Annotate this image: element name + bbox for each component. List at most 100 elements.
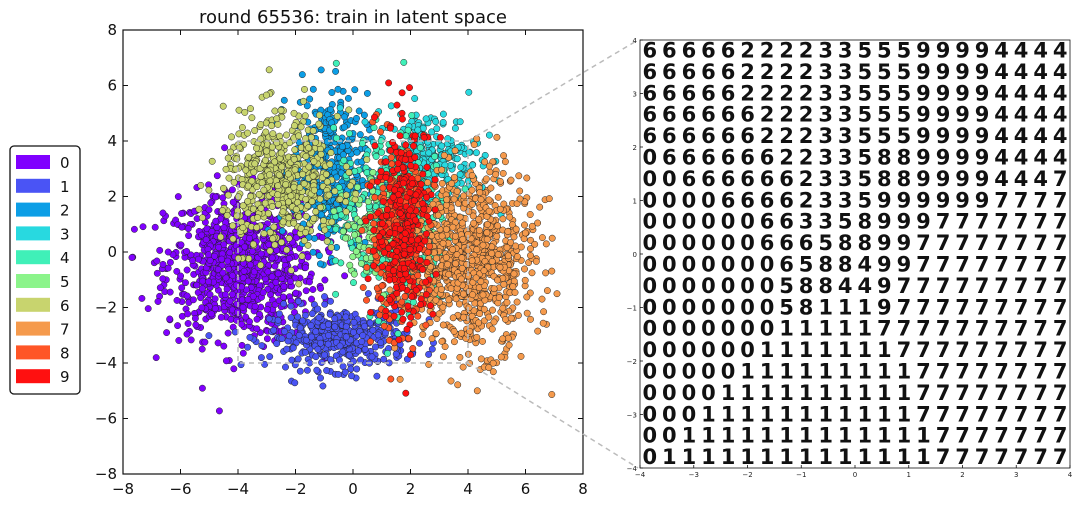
- point: [539, 319, 547, 327]
- point: [245, 153, 253, 161]
- point: [353, 365, 361, 373]
- point: [363, 156, 371, 164]
- point: [327, 244, 335, 251]
- x-tick-label: −2: [284, 480, 306, 498]
- point: [416, 144, 424, 152]
- point: [363, 263, 371, 271]
- decoded-digit-cell: 2: [799, 60, 814, 84]
- point: [182, 279, 189, 287]
- point: [263, 305, 271, 313]
- point: [159, 260, 167, 268]
- point: [363, 169, 371, 177]
- point: [517, 243, 525, 251]
- decoded-digit-cell: 9: [955, 124, 970, 148]
- point: [342, 333, 350, 341]
- decoded-digit-cell: 7: [897, 317, 912, 341]
- decoded-digit-cell: 3: [838, 60, 853, 84]
- decoded-digit-cell: 0: [760, 295, 775, 319]
- point: [386, 286, 394, 294]
- point: [355, 236, 363, 244]
- decoded-digit-cell: 0: [740, 274, 755, 298]
- point: [516, 187, 524, 195]
- decoded-digit-cell: 5: [857, 124, 872, 148]
- point: [261, 156, 269, 164]
- decoded-digit-cell: 0: [740, 317, 755, 341]
- point: [470, 141, 478, 149]
- point: [367, 338, 374, 346]
- decoded-digit-cell: 9: [975, 39, 990, 63]
- decoded-digit-cell: 7: [897, 274, 912, 298]
- point: [205, 251, 212, 259]
- point: [308, 333, 316, 341]
- point: [296, 324, 304, 332]
- decoded-digit-cell: 3: [838, 167, 853, 191]
- point: [153, 269, 161, 277]
- point: [372, 152, 380, 160]
- point: [369, 168, 377, 176]
- decoded-digit-cell: 4: [1033, 103, 1048, 127]
- point: [202, 236, 210, 244]
- connector-top: [467, 39, 639, 142]
- point: [378, 282, 386, 290]
- point: [273, 115, 281, 123]
- point: [193, 281, 201, 289]
- point: [342, 234, 350, 242]
- decoded-digit-cell: 2: [779, 103, 794, 127]
- decoded-digit-cell: 9: [916, 188, 931, 212]
- point: [450, 195, 458, 203]
- point: [287, 266, 295, 274]
- point: [227, 315, 235, 323]
- point: [212, 193, 219, 201]
- point: [389, 267, 397, 275]
- point: [302, 336, 310, 344]
- point: [488, 325, 496, 333]
- decoded-digit-cell: 8: [897, 146, 912, 170]
- point: [423, 230, 430, 238]
- point: [294, 297, 302, 305]
- point: [220, 241, 228, 248]
- point: [309, 286, 317, 293]
- point: [504, 252, 512, 260]
- point: [330, 207, 338, 215]
- point: [264, 268, 272, 276]
- decoded-digit-cell: 2: [779, 81, 794, 105]
- point: [500, 280, 508, 288]
- point: [307, 322, 315, 329]
- point: [277, 149, 285, 157]
- point: [245, 255, 253, 263]
- decoded-digit-cell: 6: [642, 81, 657, 105]
- legend-swatch: [16, 369, 50, 384]
- point: [235, 246, 243, 254]
- point: [509, 283, 517, 291]
- legend-label: 3: [60, 225, 70, 243]
- decoded-digit-cell: 7: [994, 210, 1009, 234]
- point: [312, 328, 320, 336]
- decoded-digit-cell: 4: [994, 81, 1009, 105]
- point: [331, 187, 339, 195]
- point: [225, 174, 233, 182]
- decoded-digit-cell: 0: [662, 338, 677, 362]
- decoded-digit-cell: 3: [838, 39, 853, 63]
- point: [183, 247, 191, 255]
- point: [439, 239, 447, 247]
- point: [222, 274, 230, 282]
- point: [361, 322, 369, 330]
- decoded-digit-cell: 0: [642, 253, 657, 277]
- point: [219, 207, 227, 215]
- point: [468, 257, 476, 265]
- point: [173, 296, 181, 304]
- point: [339, 143, 346, 151]
- point: [400, 250, 408, 258]
- decoded-digit-cell: 9: [916, 39, 931, 63]
- point: [154, 298, 162, 305]
- point: [332, 59, 340, 67]
- point: [489, 306, 496, 314]
- decoded-digit-cell: 0: [701, 317, 716, 341]
- decoded-digit-cell: 7: [975, 295, 990, 319]
- point: [269, 130, 277, 138]
- point: [428, 128, 436, 136]
- point: [221, 144, 229, 152]
- decoded-digit-cell: 4: [1053, 81, 1068, 105]
- point: [224, 329, 232, 337]
- decoded-digit-cell: 0: [701, 231, 716, 255]
